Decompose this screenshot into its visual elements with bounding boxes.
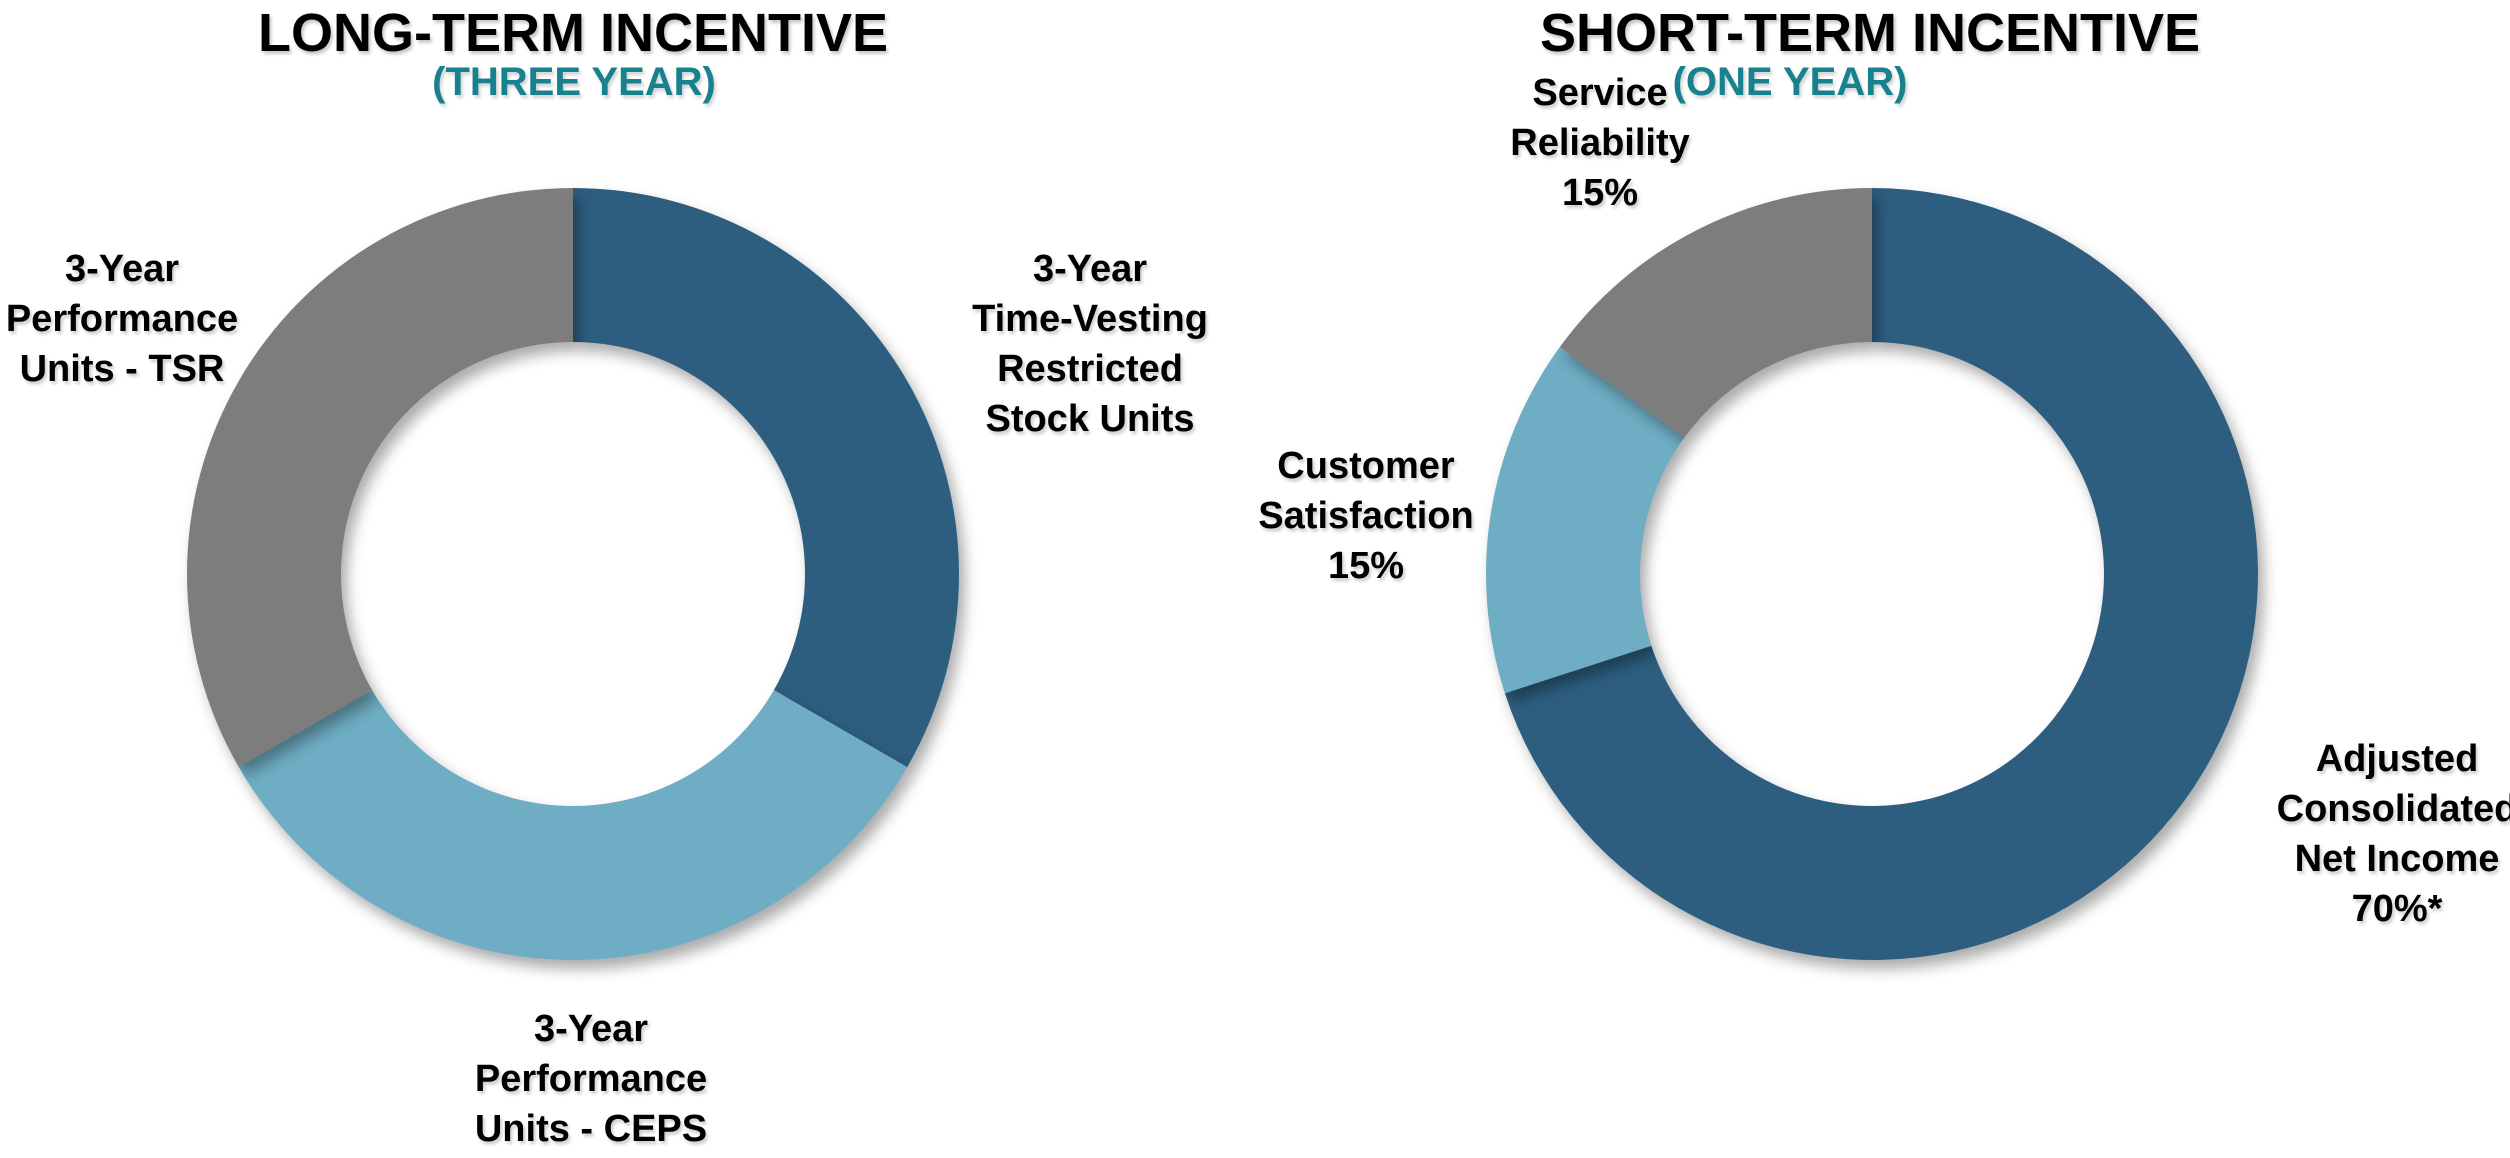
donut-slice-label: 3-Year Time-Vesting Restricted Stock Units — [972, 244, 1208, 444]
long-term-donut-chart — [186, 188, 959, 960]
donut-slice-label-line: Performance — [474, 1058, 708, 1100]
short-term-chart-subtitle: (ONE YEAR) — [1672, 60, 1908, 104]
short-term-donut-chart — [1485, 188, 2258, 960]
donut-slice-label-line: Satisfaction — [1258, 495, 1474, 537]
donut-slice-label-line: Units - TSR — [19, 348, 225, 390]
donut-segment-lti-0 — [573, 188, 959, 768]
donut-slice-label-line: Net Income — [2294, 838, 2500, 880]
donut-slice-label-line: 70%* — [2351, 888, 2443, 930]
donut-slice-label-line: Time-Vesting — [972, 298, 1208, 340]
donut-slice-label-line: 15% — [1327, 545, 1405, 587]
donut-slice-label: 3-Year Performance Units - TSR — [6, 244, 238, 394]
donut-slice-label-line: 3-Year — [1032, 248, 1148, 290]
donut-slice-label-line: Units - CEPS — [474, 1108, 708, 1150]
short-term-chart-title: SHORT-TERM INCENTIVE — [1539, 3, 2201, 63]
donut-slice-label-line: Performance — [5, 298, 239, 340]
long-term-chart-title: LONG-TERM INCENTIVE — [258, 3, 888, 63]
donut-slice-label-line: 15% — [1561, 172, 1639, 214]
donut-slice-label-line: Restricted — [997, 348, 1183, 390]
donut-slice-label-line: 3-Year — [533, 1008, 649, 1050]
donut-slice-label-line: Consolidated — [2276, 788, 2510, 830]
donut-slice-label: Service Reliability 15% — [1510, 68, 1690, 218]
donut-slice-label: Adjusted Consolidated Net Income 70%* — [2277, 734, 2510, 934]
donut-slice-label: Customer Satisfaction 15% — [1258, 441, 1473, 591]
donut-segment-lti-2 — [186, 188, 574, 767]
donut-slice-label-line: Reliability — [1510, 122, 1690, 164]
donut-slice-label-line: 3-Year — [64, 248, 180, 290]
donut-slice-label-line: Adjusted — [2315, 738, 2479, 780]
donut-slice-label: 3-Year Performance Units - CEPS — [475, 1004, 707, 1154]
donut-slice-label-line: Customer — [1277, 445, 1455, 487]
donut-segment-sti-0 — [1504, 188, 2258, 960]
donut-slice-label-line: Service — [1532, 72, 1668, 114]
donut-segment-sti-2 — [1559, 188, 1872, 438]
donut-segment-lti-1 — [238, 689, 908, 960]
donut-slice-label-line: Stock Units — [985, 398, 1195, 440]
donut-segment-sti-1 — [1485, 347, 1685, 694]
long-term-chart-subtitle: (THREE YEAR) — [432, 60, 716, 104]
